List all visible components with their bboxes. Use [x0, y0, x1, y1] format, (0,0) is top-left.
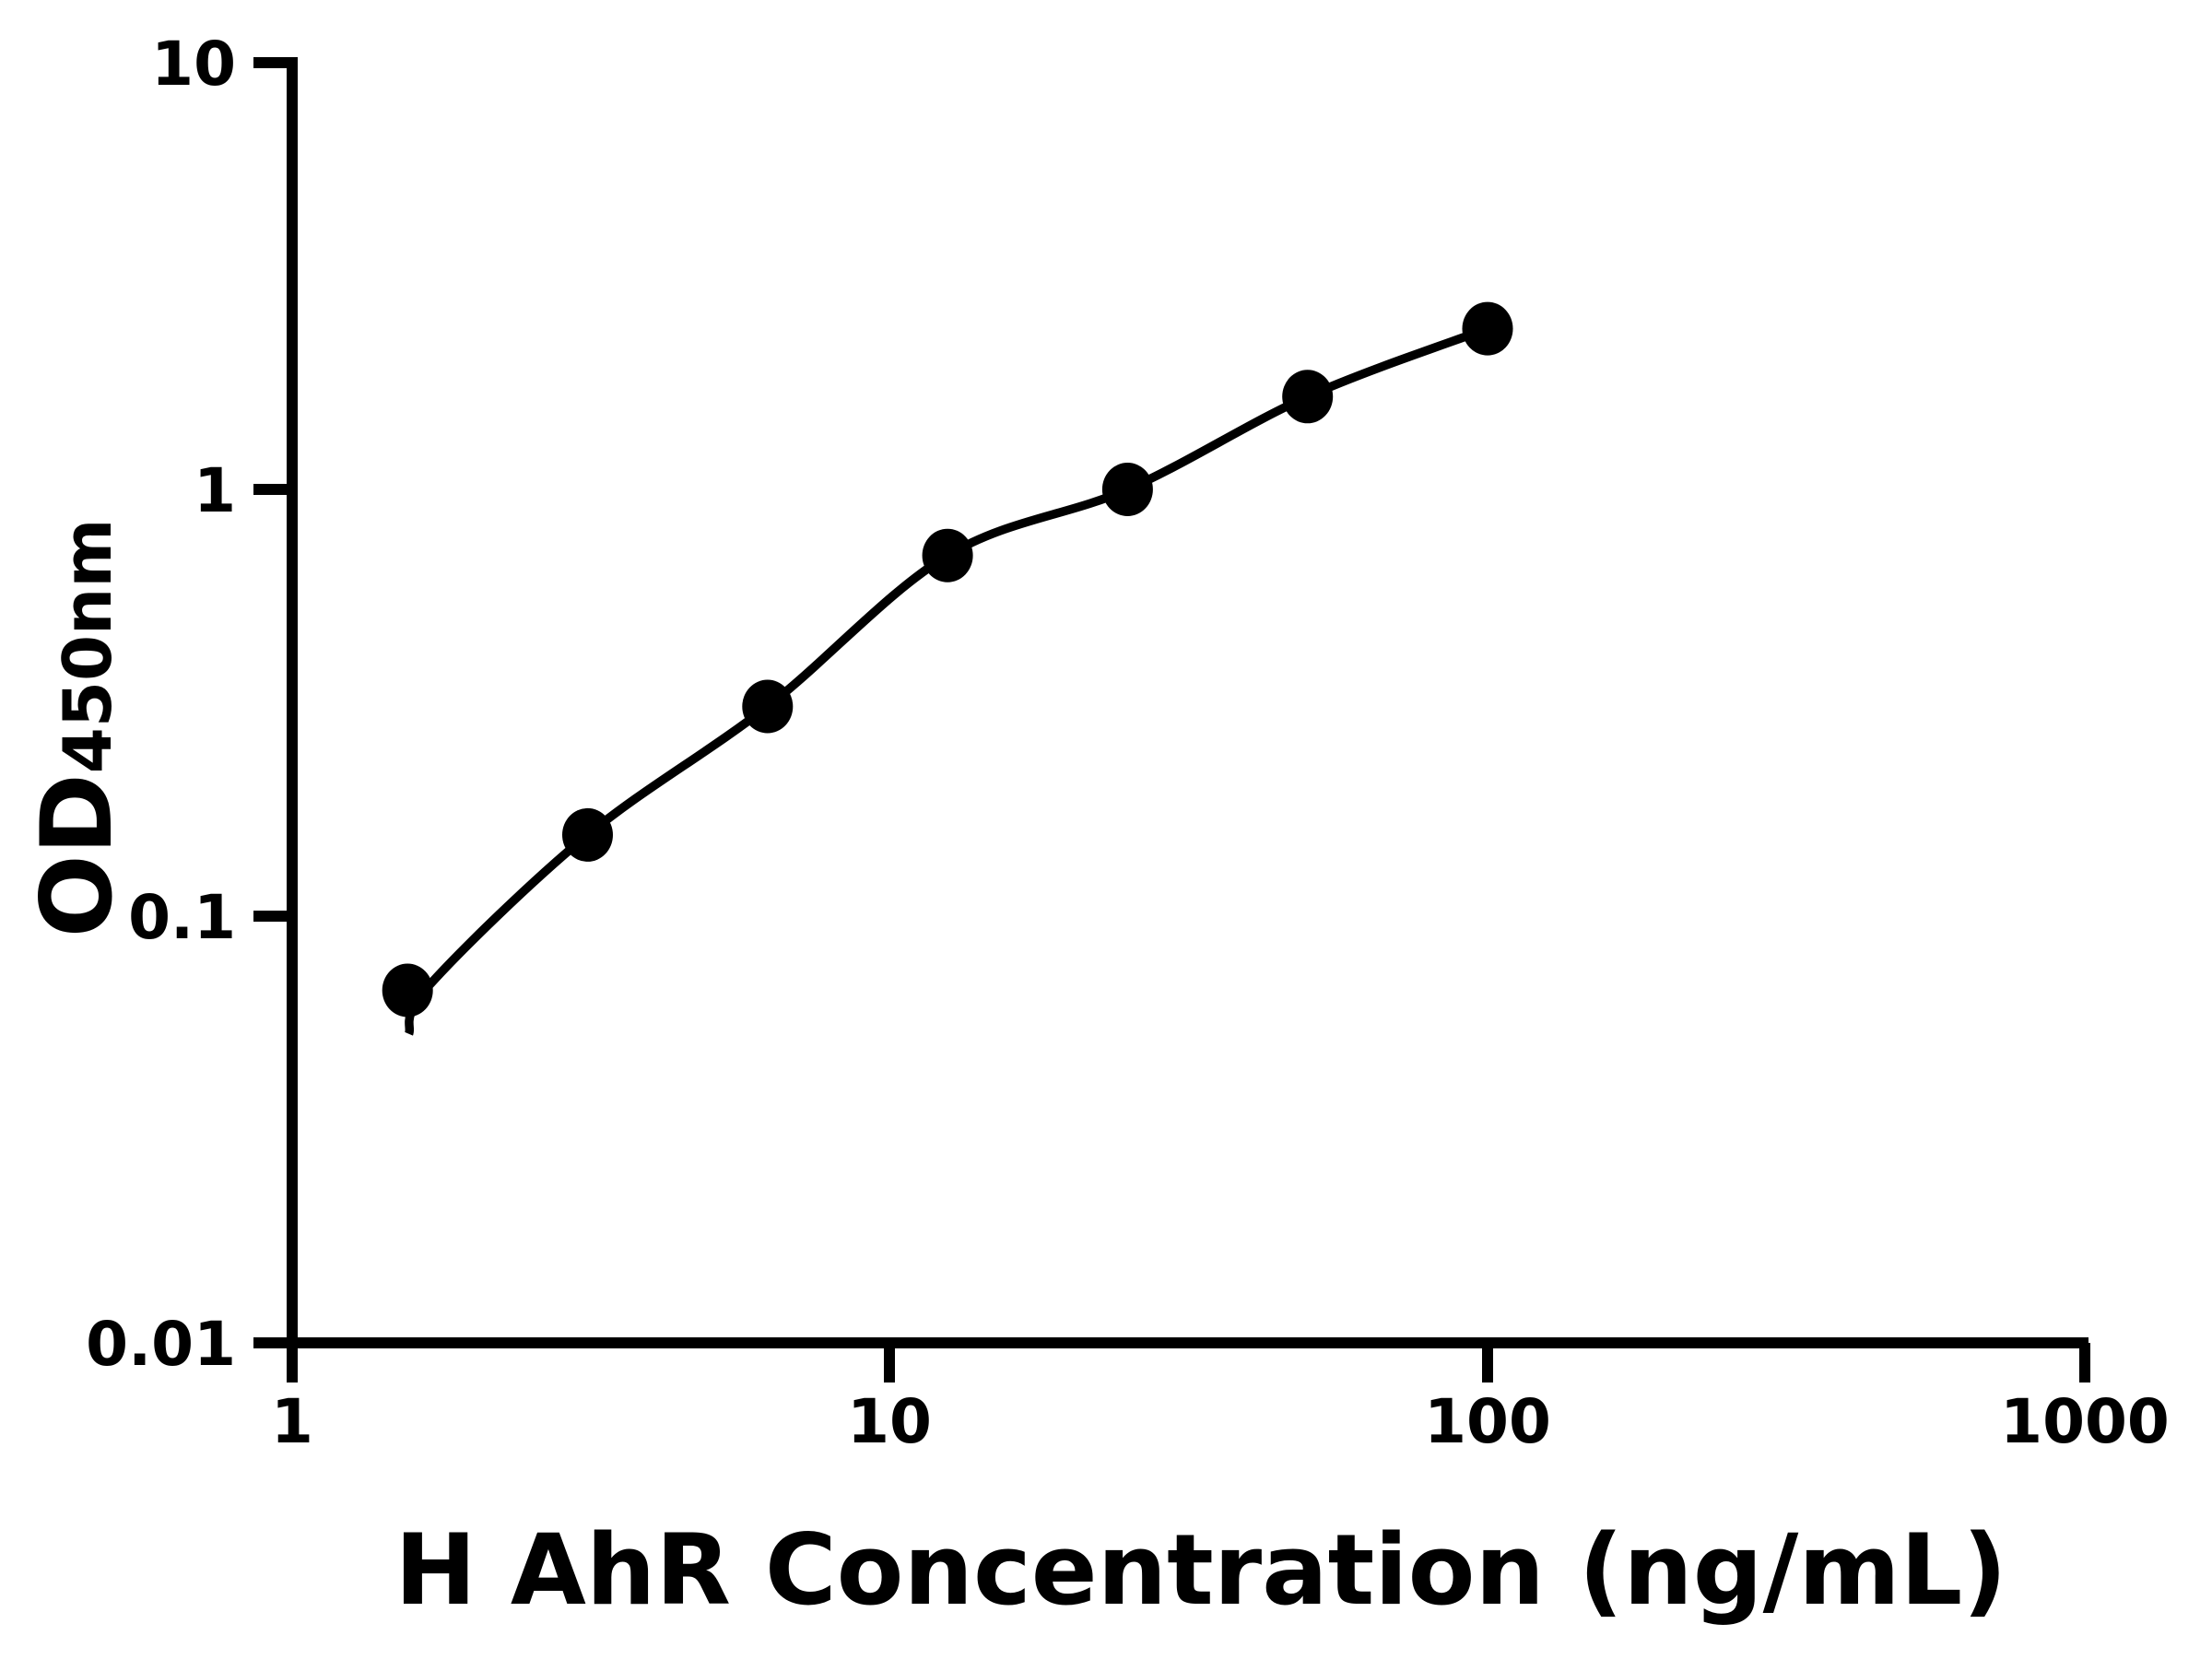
x-axis-title: H AhR Concentration (ng/mL) [394, 1513, 2007, 1627]
y-axis-title-subscript: 450nm [49, 519, 126, 774]
y-tick-label-0.01: 0.01 [86, 1309, 236, 1380]
x-axis-ticks [287, 1343, 2090, 1382]
x-tick-label-10: 10 [847, 1386, 932, 1457]
data-points [382, 301, 1513, 1018]
y-tick-label-1: 1 [194, 455, 236, 526]
y-axis-title: OD450nm [20, 519, 134, 938]
y-tick-label-0.1: 0.1 [128, 882, 236, 953]
x-tick-label-100: 100 [1424, 1386, 1551, 1457]
x-tick-label-1000: 1000 [2000, 1386, 2170, 1457]
data-point [562, 807, 613, 862]
data-point [742, 679, 794, 734]
y-tick-label-10: 10 [151, 29, 236, 100]
fit-curve [404, 324, 1489, 1036]
x-tick-label-1: 1 [271, 1386, 313, 1457]
data-point [1101, 463, 1153, 516]
fit-curve-path [404, 324, 1489, 1036]
y-axis-title-main: OD [20, 773, 134, 937]
data-point [382, 963, 433, 1018]
data-point [1282, 370, 1334, 424]
y-axis-ticks [253, 57, 292, 1348]
data-point [922, 528, 973, 582]
data-point [1462, 301, 1513, 356]
